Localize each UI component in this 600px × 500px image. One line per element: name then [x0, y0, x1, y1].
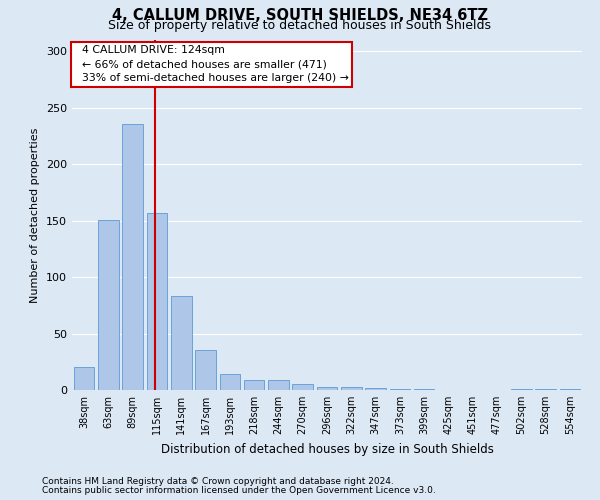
- Bar: [389, 389, 410, 390]
- Y-axis label: Number of detached properties: Number of detached properties: [31, 128, 40, 302]
- Text: 4, CALLUM DRIVE, SOUTH SHIELDS, NE34 6TZ: 4, CALLUM DRIVE, SOUTH SHIELDS, NE34 6TZ: [112, 8, 488, 22]
- Bar: [220, 374, 240, 390]
- Bar: [98, 220, 119, 390]
- Bar: [268, 380, 289, 390]
- Text: Contains HM Land Registry data © Crown copyright and database right 2024.: Contains HM Land Registry data © Crown c…: [42, 477, 394, 486]
- Bar: [317, 386, 337, 390]
- Bar: [560, 389, 580, 390]
- Bar: [195, 350, 216, 390]
- Bar: [292, 384, 313, 390]
- Bar: [146, 212, 167, 390]
- Text: Contains public sector information licensed under the Open Government Licence v3: Contains public sector information licen…: [42, 486, 436, 495]
- X-axis label: Distribution of detached houses by size in South Shields: Distribution of detached houses by size …: [161, 442, 493, 456]
- Text: Size of property relative to detached houses in South Shields: Size of property relative to detached ho…: [109, 18, 491, 32]
- Bar: [122, 124, 143, 390]
- Bar: [511, 389, 532, 390]
- Bar: [535, 389, 556, 390]
- Bar: [414, 389, 434, 390]
- Bar: [74, 368, 94, 390]
- Text: 4 CALLUM DRIVE: 124sqm
  ← 66% of detached houses are smaller (471)
  33% of sem: 4 CALLUM DRIVE: 124sqm ← 66% of detached…: [74, 46, 349, 83]
- Bar: [365, 388, 386, 390]
- Bar: [341, 386, 362, 390]
- Bar: [244, 380, 265, 390]
- Bar: [171, 296, 191, 390]
